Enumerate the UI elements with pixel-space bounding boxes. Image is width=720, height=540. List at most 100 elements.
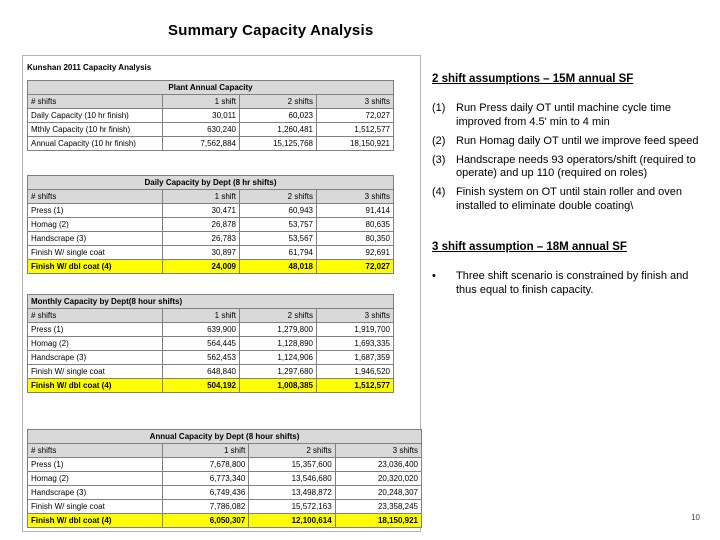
notes-list-2shift: (1) Run Press daily OT until machine cycl… (432, 102, 704, 213)
table-row: Homag (2) 564,445 1,128,890 1,693,335 (28, 337, 394, 351)
table-row: Finish W/ single coat 648,840 1,297,680 1,9… (28, 365, 394, 379)
header-cell: 1 shift (163, 444, 250, 458)
table-header-row: # shifts 1 shift 2 shifts 3 shifts (28, 190, 394, 204)
notes-section-3shift: 3 shift assumption – 18M annual SF • Thre… (432, 240, 704, 298)
note-item-text: Run Homag daily OT until we improve feed… (456, 134, 699, 147)
value-cell: 1,260,481 (240, 123, 317, 137)
value-cell: 1,687,359 (317, 351, 394, 365)
value-cell: 564,445 (163, 337, 240, 351)
value-cell: 504,192 (163, 379, 240, 393)
table-caption: Monthly Capacity by Dept(8 hour shifts) (28, 295, 394, 309)
value-cell: 7,562,884 (163, 137, 240, 151)
row-label-cell: Homag (2) (28, 472, 163, 486)
row-label-cell: Handscrape (3) (28, 351, 163, 365)
value-cell: 60,023 (240, 109, 317, 123)
note-item-text: Run Press daily OT until machine cycle t… (456, 102, 671, 129)
header-cell: 3 shifts (335, 444, 422, 458)
value-cell: 1,919,700 (317, 323, 394, 337)
note-item-marker: (1) (432, 102, 446, 115)
value-cell: 30,471 (163, 204, 240, 218)
row-label-cell: Finish W/ dbl coat (4) (28, 260, 163, 274)
value-cell: 13,546,680 (249, 472, 336, 486)
table-header-row: # shifts 1 shift 2 shifts 3 shifts (28, 444, 422, 458)
value-cell: 24,009 (163, 260, 240, 274)
value-cell: 1,124,906 (240, 351, 317, 365)
row-label-cell: Press (1) (28, 204, 163, 218)
row-label-cell: Finish W/ dbl coat (4) (28, 514, 163, 528)
value-cell: 562,453 (163, 351, 240, 365)
note-item-text: Finish system on OT until stain roller a… (456, 186, 683, 212)
value-cell: 91,414 (317, 204, 394, 218)
value-cell: 639,900 (163, 323, 240, 337)
row-label-cell: Mthly Capacity (10 hr finish) (28, 123, 163, 137)
value-cell: 80,350 (317, 232, 394, 246)
notes-heading-2shift: 2 shift assumptions – 15M annual SF (432, 73, 634, 85)
table-header-row: # shifts 1 shift 2 shifts 3 shifts (28, 309, 394, 323)
value-cell: 6,749,436 (163, 486, 250, 500)
header-cell: # shifts (28, 95, 163, 109)
value-cell: 648,840 (163, 365, 240, 379)
notes-heading-3shift: 3 shift assumption – 18M annual SF (432, 240, 627, 253)
value-cell: 23,358,245 (335, 500, 422, 514)
note-item: • Three shift scenario is constrained by … (432, 270, 704, 298)
value-cell: 13,498,872 (249, 486, 336, 500)
header-cell: 1 shift (163, 95, 240, 109)
value-cell: 630,240 (163, 123, 240, 137)
note-item: (2) Run Homag daily OT until we improve f… (432, 135, 704, 149)
capacity-worksheet: Kunshan 2011 Capacity Analysis Plant Ann… (22, 55, 422, 532)
table-row: Mthly Capacity (10 hr finish) 630,240 1,26… (28, 123, 394, 137)
notes-panel: 2 shift assumptions – 15M annual SF (1) R… (432, 72, 704, 303)
note-item-marker: (2) (432, 134, 446, 147)
note-item: (3) Handscrape needs 93 operators/shift (… (432, 154, 704, 182)
note-item: (4) Finish system on OT until stain rolle… (432, 186, 704, 214)
value-cell: 1,946,520 (317, 365, 394, 379)
table-row: Press (1) 7,678,800 15,357,600 23,036,400 (28, 458, 422, 472)
header-cell: # shifts (28, 309, 163, 323)
table-caption: Daily Capacity by Dept (8 hr shifts) (28, 176, 394, 190)
value-cell: 80,635 (317, 218, 394, 232)
value-cell: 30,897 (163, 246, 240, 260)
value-cell: 92,691 (317, 246, 394, 260)
value-cell: 6,773,340 (163, 472, 250, 486)
row-label-cell: Finish W/ single coat (28, 500, 163, 514)
header-cell: 2 shifts (249, 444, 336, 458)
value-cell: 30,011 (163, 109, 240, 123)
header-cell: 3 shifts (317, 95, 394, 109)
value-cell: 23,036,400 (335, 458, 422, 472)
notes-section-2shift: 2 shift assumptions – 15M annual SF (1) R… (432, 72, 704, 214)
value-cell: 20,320,020 (335, 472, 422, 486)
value-cell: 72,027 (317, 109, 394, 123)
value-cell: 61,794 (240, 246, 317, 260)
note-item-marker: • (432, 270, 436, 282)
table-row: Press (1) 30,471 60,943 91,414 (28, 204, 394, 218)
table-row: Daily Capacity (10 hr finish) 30,011 60,02… (28, 109, 394, 123)
table-caption: Annual Capacity by Dept (8 hour shifts) (28, 430, 422, 444)
value-cell: 60,943 (240, 204, 317, 218)
value-cell: 1,279,800 (240, 323, 317, 337)
value-cell: 72,027 (317, 260, 394, 274)
table-row: Handscrape (3) 562,453 1,124,906 1,687,359 (28, 351, 394, 365)
value-cell: 1,693,335 (317, 337, 394, 351)
row-label-cell: Press (1) (28, 458, 163, 472)
table-row: Finish W/ single coat 30,897 61,794 92,691 (28, 246, 394, 260)
value-cell: 1,512,577 (317, 379, 394, 393)
notes-list-3shift: • Three shift scenario is constrained by … (432, 270, 704, 298)
value-cell: 15,357,600 (249, 458, 336, 472)
row-label-cell: Homag (2) (28, 337, 163, 351)
header-cell: 3 shifts (317, 190, 394, 204)
table-row: Finish W/ dbl coat (4) 24,009 48,018 72,027 (28, 260, 394, 274)
value-cell: 1,297,680 (240, 365, 317, 379)
value-cell: 1,512,577 (317, 123, 394, 137)
value-cell: 1,008,385 (240, 379, 317, 393)
note-item-marker: (4) (432, 186, 446, 199)
row-label-cell: Finish W/ single coat (28, 246, 163, 260)
value-cell: 6,050,307 (163, 514, 250, 528)
note-item: (1) Run Press daily OT until machine cycl… (432, 102, 704, 130)
note-item-text: Handscrape needs 93 operators/shift (req… (456, 153, 696, 180)
table-row: Homag (2) 6,773,340 13,546,680 20,320,020 (28, 472, 422, 486)
value-cell: 12,100,614 (249, 514, 336, 528)
table-row: Handscrape (3) 26,783 53,567 80,350 (28, 232, 394, 246)
row-label-cell: Handscrape (3) (28, 232, 163, 246)
row-label-cell: Annual Capacity (10 hr finish) (28, 137, 163, 151)
header-cell: 1 shift (163, 309, 240, 323)
